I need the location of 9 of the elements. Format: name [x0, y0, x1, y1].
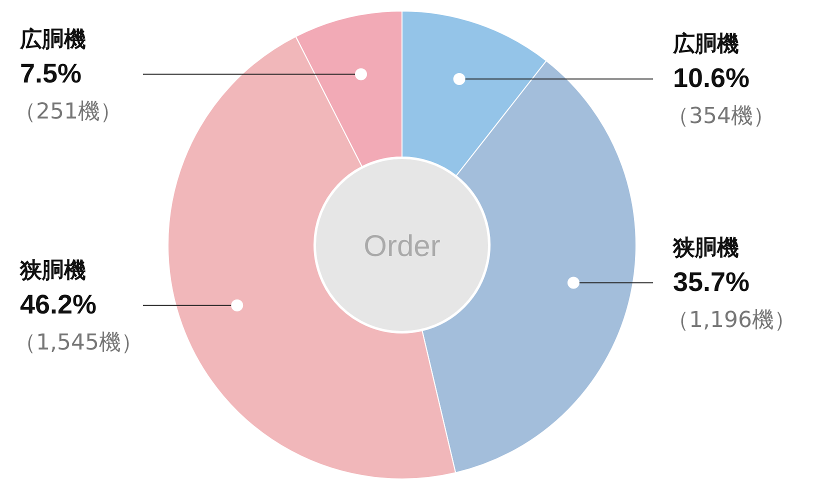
slice-label: 狭胴機	[672, 236, 739, 261]
slice-label: 狭胴機	[19, 258, 86, 284]
data-label: 10.6% （354機）	[667, 63, 775, 130]
text: Order	[364, 230, 440, 263]
data-label: 7.5% （251機）	[14, 58, 122, 124]
slice-label: 広胴機	[19, 26, 86, 52]
data-label: 35.7% （1,196機）	[667, 266, 796, 333]
data-label: 46.2% （1,545機）	[14, 289, 143, 356]
slice-label: 広胴機	[672, 31, 739, 58]
